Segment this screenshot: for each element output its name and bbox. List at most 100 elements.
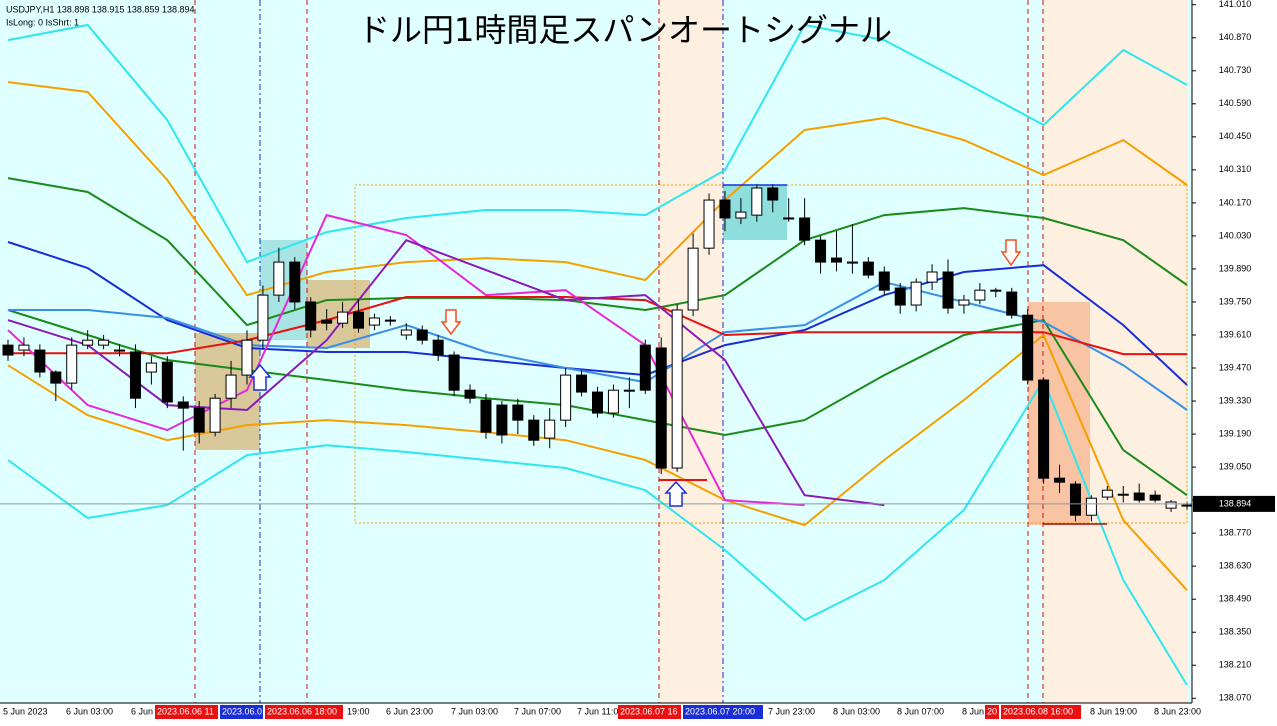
candle-body bbox=[416, 329, 428, 341]
candle-body bbox=[1101, 489, 1113, 498]
x-tick-label: 8 Jun 23:00 bbox=[1154, 706, 1201, 716]
x-label-box bbox=[683, 705, 763, 719]
candle-body bbox=[1149, 494, 1161, 501]
candle-body bbox=[400, 329, 412, 336]
indicator-line bbox=[7, 309, 1188, 497]
candle-body bbox=[1181, 504, 1193, 507]
candle-body bbox=[241, 339, 253, 376]
x-tick-label: 2023.06.07 20:00 bbox=[685, 706, 755, 716]
candle-body bbox=[337, 311, 349, 324]
candle-body bbox=[942, 271, 954, 309]
x-tick-label: 7 Jun 03:00 bbox=[451, 706, 498, 716]
x-label-box bbox=[220, 705, 263, 719]
candle-body bbox=[18, 344, 30, 351]
candle-body bbox=[703, 199, 715, 249]
candle-body bbox=[321, 319, 333, 324]
candle-body bbox=[990, 289, 1002, 292]
candle-body bbox=[576, 374, 588, 393]
candle-body bbox=[1133, 492, 1145, 501]
candle-body bbox=[273, 261, 285, 296]
x-tick-label: 7 Jun 07:00 bbox=[514, 706, 561, 716]
y-tick-label: 139.470 bbox=[1219, 362, 1252, 372]
x-label-box bbox=[265, 705, 343, 719]
candle-body bbox=[289, 261, 301, 303]
candle-body bbox=[974, 289, 986, 301]
candle-body bbox=[560, 374, 572, 421]
candle-body bbox=[82, 339, 94, 346]
candle-body bbox=[655, 347, 667, 469]
candle-body bbox=[719, 199, 731, 219]
y-tick-label: 139.330 bbox=[1219, 395, 1252, 405]
y-tick-label: 140.870 bbox=[1219, 32, 1252, 42]
chart-title: ドル円1時間足スパンオートシグナル bbox=[358, 11, 892, 49]
x-tick-label: 6 Jun 23:00 bbox=[386, 706, 433, 716]
candle-body bbox=[894, 287, 906, 306]
candle-body bbox=[1054, 477, 1066, 483]
candle-body bbox=[639, 344, 651, 391]
current-price-label: 138.894 bbox=[1219, 498, 1252, 508]
marks bbox=[0, 23, 1193, 686]
symbol-info: USDJPY,H1 138.898 138.915 138.859 138.89… bbox=[6, 4, 195, 14]
axes: 141.010 140.870 140.730 140.590 140.450 140.3… bbox=[3, 0, 1275, 719]
x-tick-label: 19:00 bbox=[347, 706, 370, 716]
candle-body bbox=[735, 211, 747, 219]
y-tick-label: 138.630 bbox=[1219, 561, 1252, 571]
y-tick-label: 141.010 bbox=[1219, 0, 1252, 9]
y-tick-label: 139.050 bbox=[1219, 461, 1252, 471]
candle-body bbox=[480, 399, 492, 433]
indicator-line bbox=[7, 241, 1188, 386]
indicator-line bbox=[7, 377, 1188, 686]
candle-body bbox=[114, 349, 126, 352]
signal-zone bbox=[659, 0, 723, 703]
x-label-box bbox=[985, 705, 999, 719]
candle-body bbox=[671, 309, 683, 469]
candle-body bbox=[384, 319, 396, 322]
candle-body bbox=[193, 407, 205, 433]
candle-body bbox=[209, 397, 221, 433]
candle-body bbox=[1038, 379, 1050, 479]
x-tick-label: 20 bbox=[987, 706, 997, 716]
candle-body bbox=[1069, 483, 1081, 516]
candle-body bbox=[592, 391, 603, 414]
candle-body bbox=[1085, 497, 1097, 516]
x-tick-label: 8 Jun 07:00 bbox=[897, 706, 944, 716]
candle-body bbox=[783, 217, 795, 220]
candle-body bbox=[145, 362, 157, 373]
indicator-line bbox=[7, 333, 1188, 591]
indicator-line bbox=[8, 281, 1188, 411]
candle-body bbox=[862, 261, 874, 276]
x-tick-label: 6 Jun 03:00 bbox=[66, 706, 113, 716]
candle-body bbox=[464, 389, 476, 399]
y-tick-label: 140.030 bbox=[1219, 230, 1252, 240]
y-tick-label: 139.890 bbox=[1219, 263, 1252, 273]
candle-body bbox=[368, 317, 380, 326]
y-tick-label: 140.310 bbox=[1219, 164, 1252, 174]
candle-body bbox=[161, 361, 173, 403]
candle-body bbox=[846, 261, 858, 264]
arrows bbox=[248, 184, 1107, 525]
candle-body bbox=[799, 217, 811, 241]
x-label-box bbox=[155, 705, 218, 719]
x-tick-label: 5 Jun 2023 bbox=[3, 706, 48, 716]
candle-body bbox=[1006, 291, 1018, 316]
candle-body bbox=[687, 247, 699, 311]
x-tick-label: 2023.06.0 bbox=[222, 706, 262, 716]
x-tick-label: 7 Jun 11:0 bbox=[577, 706, 618, 716]
candle-body bbox=[1117, 493, 1129, 496]
y-tick-label: 140.730 bbox=[1219, 65, 1252, 75]
candle-body bbox=[544, 419, 556, 439]
down-arrow bbox=[1000, 239, 1022, 267]
candle-body bbox=[257, 294, 269, 341]
candle-body bbox=[830, 257, 842, 263]
x-label-box bbox=[618, 705, 681, 719]
current-price-box bbox=[1193, 495, 1275, 512]
y-tick-label: 138.210 bbox=[1219, 660, 1252, 670]
candle-body bbox=[815, 239, 827, 263]
y-tick-label: 140.590 bbox=[1219, 98, 1252, 108]
candle-body bbox=[607, 389, 619, 414]
candle-body bbox=[353, 311, 365, 329]
x-tick-label: 6 Jun bbox=[131, 706, 153, 716]
candle-body bbox=[528, 419, 540, 441]
candle-body bbox=[66, 344, 78, 384]
candle-body bbox=[623, 389, 635, 392]
